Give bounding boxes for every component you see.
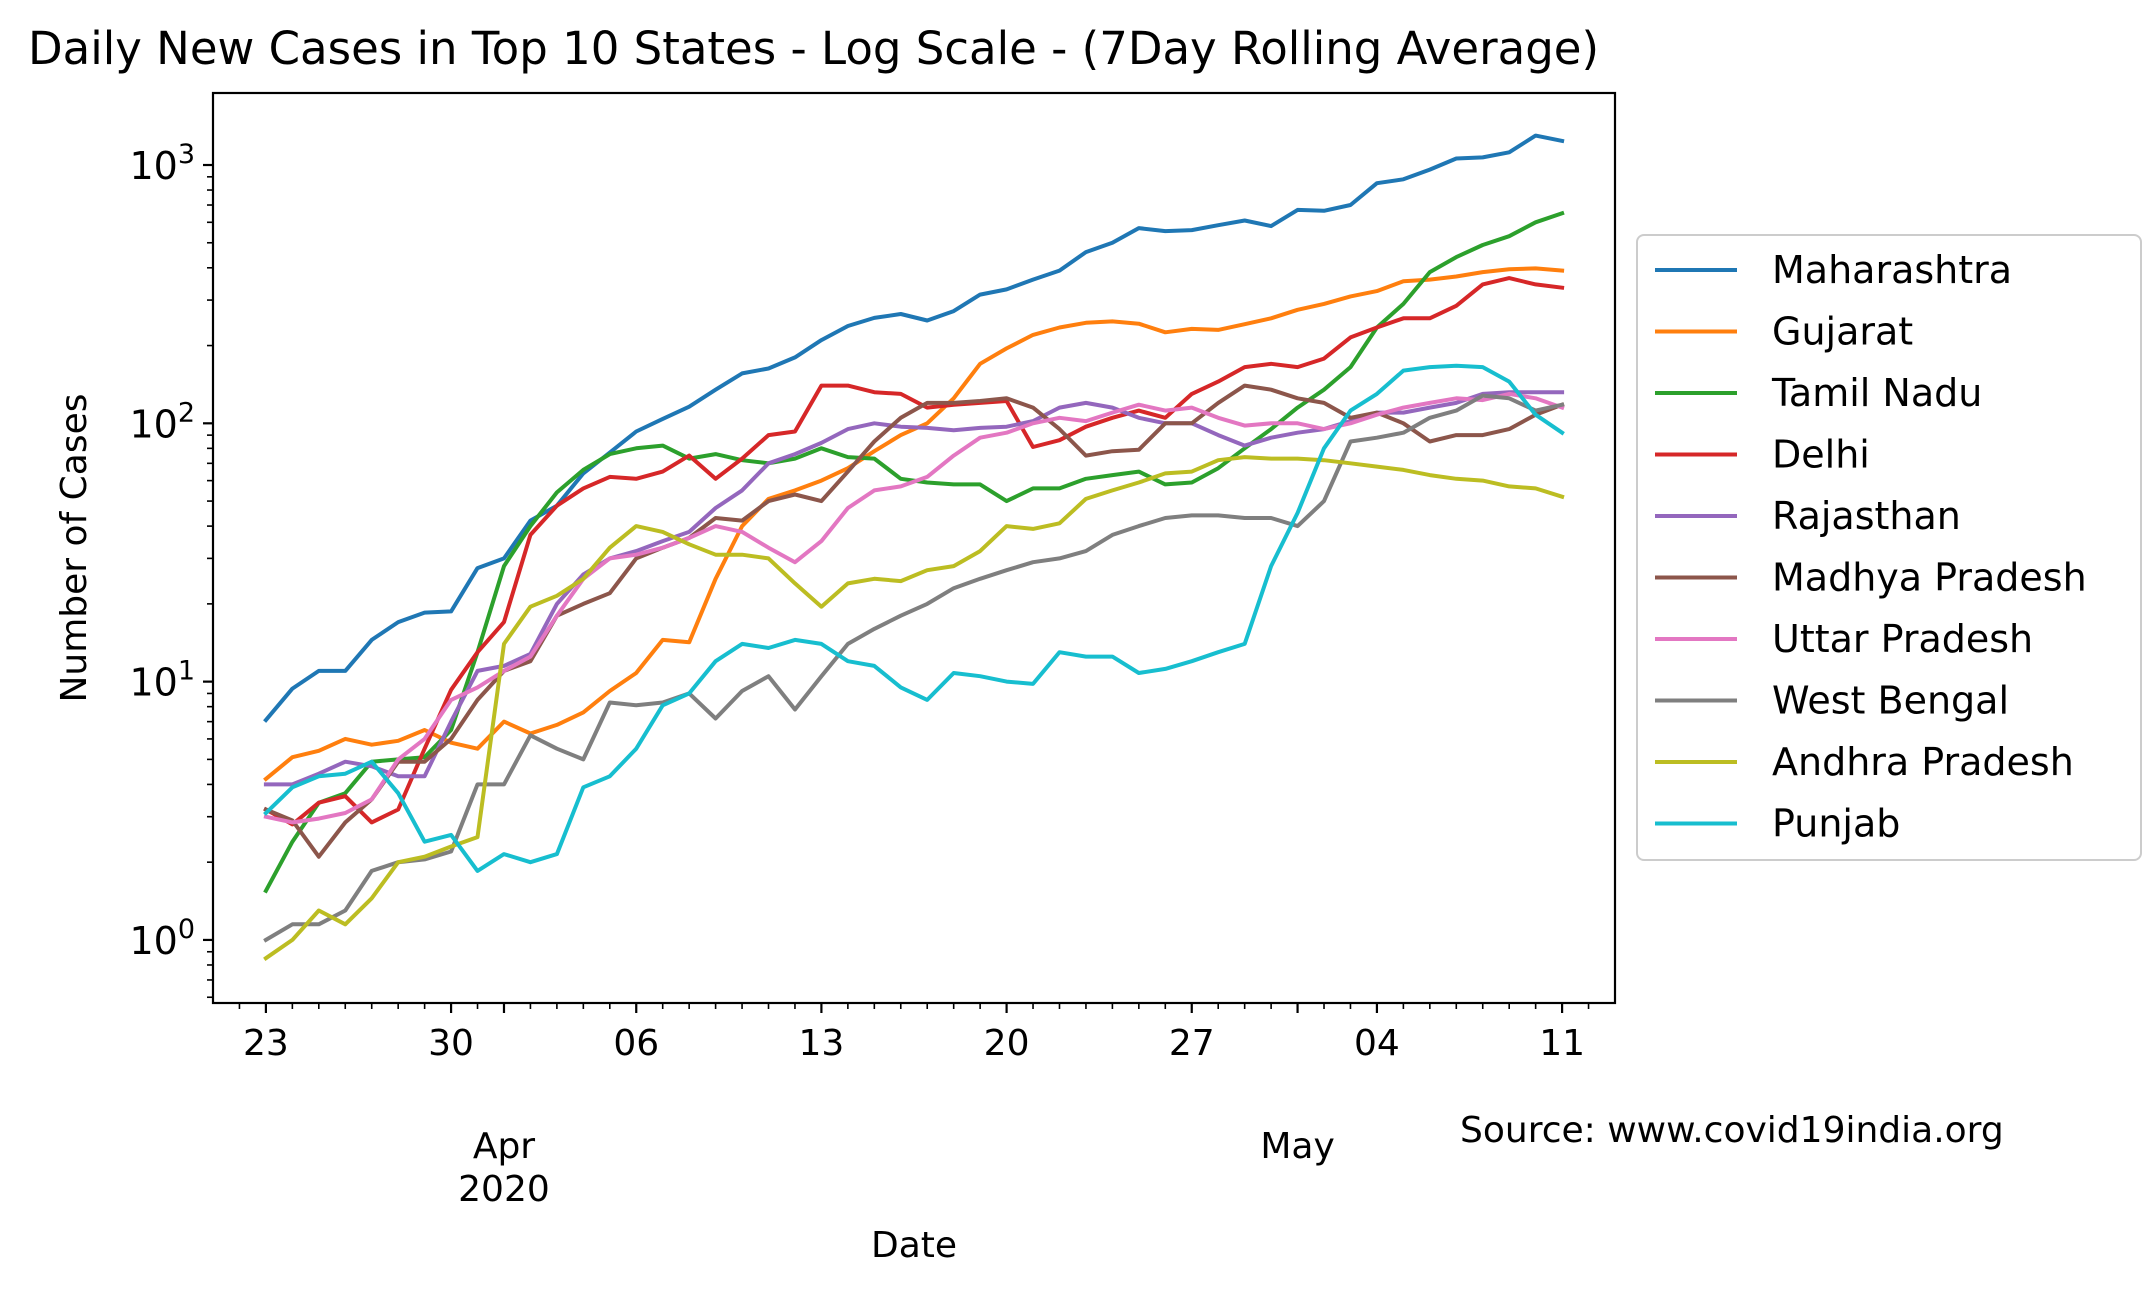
- legend-items: Maharashtra Gujarat Tamil Nadu Delhi Rajasth…: [1655, 248, 2087, 846]
- x-tick-label: 06: [613, 1023, 659, 1064]
- series-line-west-bengal: [263, 393, 1565, 943]
- legend-label: Punjab: [1772, 802, 1900, 846]
- series-line-uttar-pradesh: [263, 391, 1565, 825]
- legend-label: Tamil Nadu: [1771, 371, 1982, 415]
- x-tick-label: 30: [428, 1023, 474, 1064]
- legend-label: West Bengal: [1772, 679, 2009, 723]
- legend-label: Delhi: [1772, 433, 1870, 477]
- x-tick-label: 23: [243, 1023, 289, 1064]
- plot-frame: [211, 91, 1617, 1005]
- legend-frame: [1636, 234, 2142, 861]
- legend: Maharashtra Gujarat Tamil Nadu Delhi Rajasth…: [1636, 234, 2142, 861]
- series-line-andhra-pradesh: [263, 455, 1565, 961]
- source-note: Source: www.covid19india.org: [1460, 1110, 2004, 1151]
- y-tick-label: 100: [129, 914, 195, 963]
- x-axis: 23 30 06 13 20 27 04 11 Apr 2020 May: [238, 1003, 1590, 1210]
- series-lines: [263, 133, 1565, 961]
- x-tick-label: 04: [1354, 1023, 1400, 1064]
- plot-area: [211, 91, 1617, 1005]
- y-tick-label: 103: [129, 139, 195, 188]
- y-tick-label: 102: [129, 397, 195, 446]
- y-tick-label: 101: [129, 656, 195, 705]
- y-axis: 100 101 102 103: [129, 139, 213, 999]
- legend-label: Andhra Pradesh: [1772, 740, 2074, 784]
- series-line-maharashtra: [263, 133, 1565, 723]
- x-month-label: Apr 2020: [458, 1126, 550, 1210]
- chart-title: Daily New Cases in Top 10 States - Log S…: [28, 22, 1599, 75]
- x-tick-label: 20: [984, 1023, 1030, 1064]
- x-tick-label: 27: [1169, 1023, 1215, 1064]
- legend-label: Gujarat: [1772, 310, 1913, 354]
- legend-label: Maharashtra: [1772, 248, 2012, 292]
- x-tick-label: 11: [1539, 1023, 1585, 1064]
- legend-label: Rajasthan: [1772, 494, 1961, 538]
- series-line-delhi: [263, 276, 1565, 827]
- legend-label: Madhya Pradesh: [1772, 556, 2087, 600]
- series-line-punjab: [263, 363, 1565, 873]
- x-month-label: May: [1260, 1126, 1334, 1167]
- x-axis-label: Date: [871, 1225, 957, 1266]
- x-tick-label: 13: [799, 1023, 845, 1064]
- y-axis-label: Number of Cases: [54, 393, 95, 702]
- legend-label: Uttar Pradesh: [1772, 617, 2033, 661]
